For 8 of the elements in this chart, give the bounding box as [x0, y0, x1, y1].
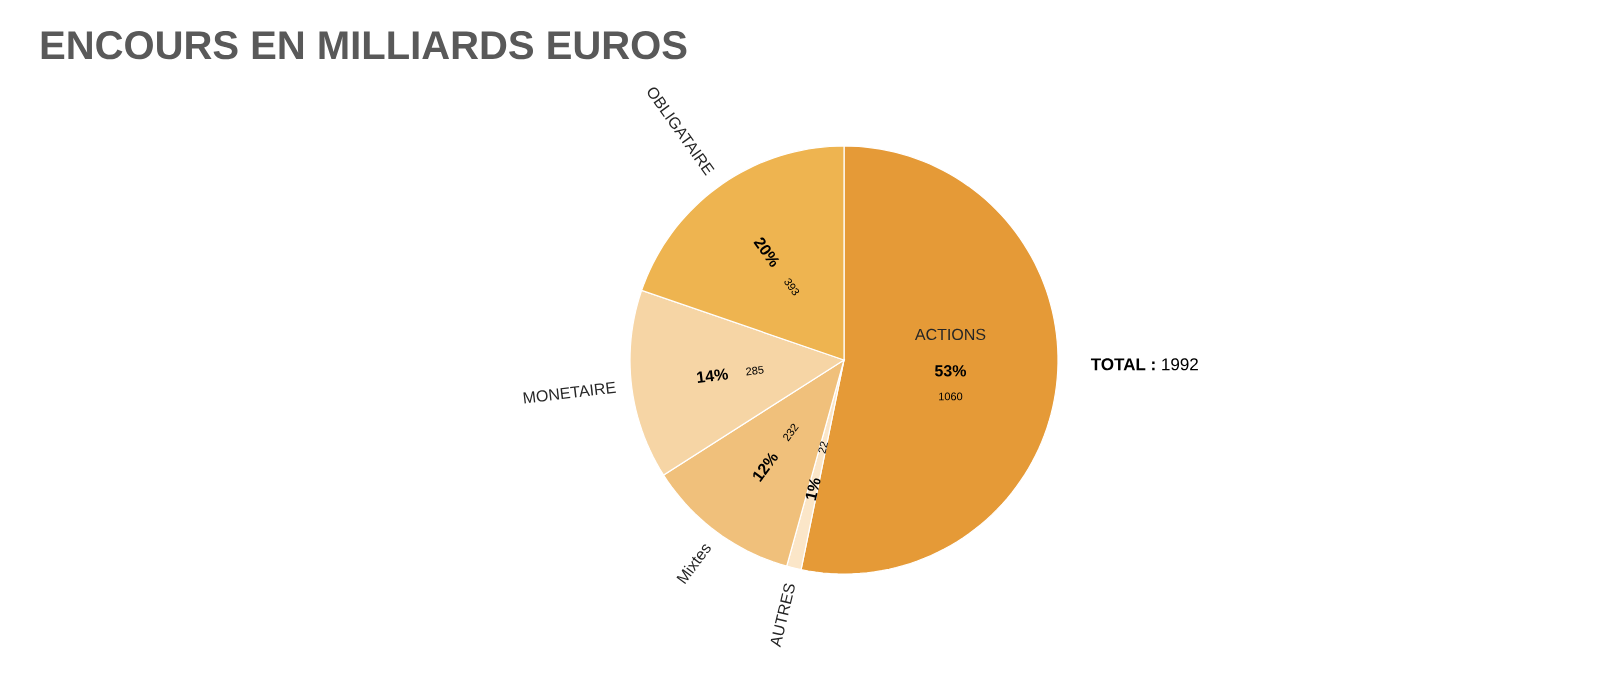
slice-label: MONETAIRE — [523, 381, 616, 404]
chart-title: ENCOURS EN MILLIARDS EUROS — [41, 31, 687, 60]
text: 1% — [805, 478, 821, 501]
text: 53% — [934, 365, 967, 377]
text: TOTAL : 1992 — [1090, 358, 1198, 371]
slice-label: AUTRES — [770, 583, 795, 648]
slice-label: ACTIONS — [914, 328, 986, 341]
text: 14% — [697, 368, 729, 383]
